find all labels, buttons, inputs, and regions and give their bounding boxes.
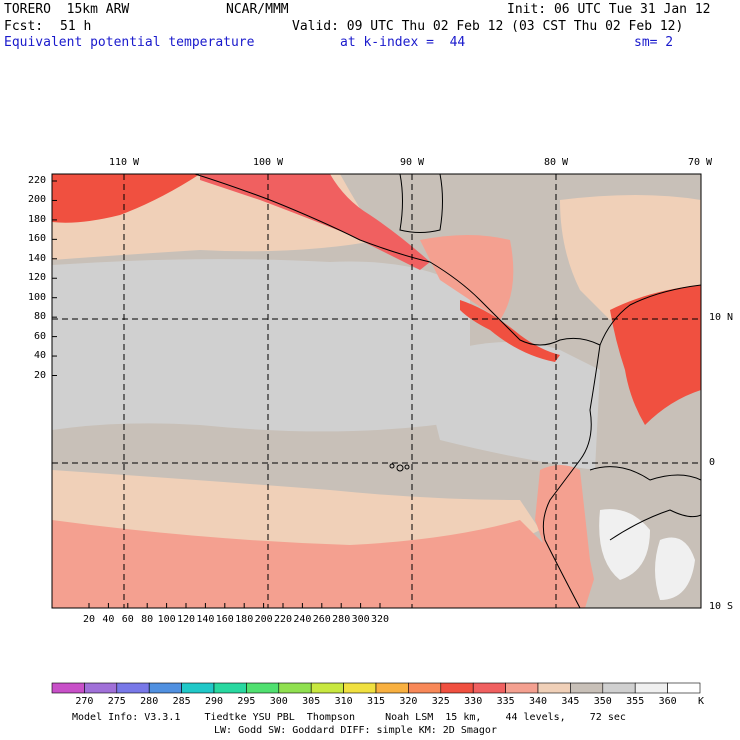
forecast-hour: 51 h [60, 19, 92, 34]
x-axis-label: 20 [82, 614, 96, 625]
colorbar-swatch [440, 682, 474, 694]
colorbar-swatch [310, 682, 344, 694]
y-axis-label: 160 [27, 233, 46, 245]
y-axis-label: 180 [27, 213, 46, 225]
colorbar-label: 330 [464, 696, 483, 707]
colorbar-label: 305 [302, 696, 321, 707]
x-axis-label: 240 [293, 614, 312, 625]
field-name: Equivalent potential temperature [4, 35, 255, 50]
x-axis-label: 140 [196, 614, 215, 625]
colorbar-swatch [505, 682, 539, 694]
y-axis-label: 80 [33, 311, 46, 323]
colorbar-swatch [472, 682, 506, 694]
colorbar-swatch [602, 682, 636, 694]
colorbar [51, 682, 701, 694]
y-axis-label: 40 [33, 350, 46, 362]
y-axis-label: 200 [27, 194, 46, 206]
x-axis-label: 40 [102, 614, 115, 625]
colorbar-label: 300 [269, 696, 288, 707]
model-title: TORERO 15km ARW [4, 2, 130, 17]
colorbar-label: 295 [237, 696, 256, 707]
colorbar-label: 285 [172, 696, 191, 707]
colorbar-label: 355 [626, 696, 645, 707]
colorbar-label: 320 [399, 696, 418, 707]
colorbar-swatch [148, 682, 182, 694]
x-axis-label: 180 [235, 614, 254, 625]
x-axis-label: 280 [332, 614, 351, 625]
organization-label: NCAR/MMM [226, 2, 289, 17]
x-axis-label: 160 [215, 614, 234, 625]
colorbar-label: 325 [431, 696, 450, 707]
y-axis-label: 60 [33, 330, 46, 342]
colorbar-label: 270 [75, 696, 94, 707]
longitude-label: 80 W [543, 157, 569, 168]
y-axis-label: 20 [33, 369, 46, 381]
colorbar-label: 275 [107, 696, 126, 707]
colorbar-swatch [634, 682, 668, 694]
x-axis-label: 200 [254, 614, 273, 625]
colorbar-swatch [213, 682, 247, 694]
colorbar-unit: K [698, 696, 705, 707]
x-axis-label: 320 [370, 614, 390, 625]
smoothing-info: sm= 2 [634, 35, 674, 50]
colorbar-swatch [116, 682, 150, 694]
colorbar-swatch [84, 682, 118, 694]
colorbar-label: 335 [496, 696, 515, 707]
colorbar-label: 360 [658, 696, 677, 707]
longitude-label: 100 W [252, 157, 284, 168]
theta-e-field [52, 174, 701, 608]
colorbar-swatch [246, 682, 280, 694]
longitude-label: 110 W [108, 157, 140, 168]
x-axis-label: 80 [141, 614, 154, 625]
colorbar-swatch [181, 682, 215, 694]
colorbar-swatch [375, 682, 409, 694]
latitude-label: 0 [709, 457, 716, 468]
x-axis-label: 60 [121, 614, 134, 625]
colorbar-swatch [667, 682, 701, 694]
colorbar-label: 350 [593, 696, 612, 707]
init-time: Init: 06 UTC Tue 31 Jan 12 [507, 2, 711, 17]
model-info: Model Info: V3.3.1 Tiedtke YSU PBL Thomp… [72, 712, 626, 723]
longitude-label: 70 W [687, 157, 713, 168]
colorbar-swatch [343, 682, 377, 694]
x-axis-label: 260 [312, 614, 331, 625]
x-axis-label: 220 [273, 614, 293, 625]
colorbar-label: 290 [204, 696, 224, 707]
colorbar-swatch [408, 682, 442, 694]
colorbar-label: 310 [334, 696, 353, 707]
colorbar-swatch [570, 682, 604, 694]
y-axis-label: 100 [27, 291, 46, 303]
colorbar-label: 280 [140, 696, 159, 707]
physics-info: LW: Godd SW: Goddard DIFF: simple KM: 2D… [214, 725, 497, 736]
colorbar-swatch [278, 682, 312, 694]
x-axis-label: 100 [157, 614, 176, 625]
latitude-label: 10 N [709, 312, 734, 323]
colorbar-label: 315 [366, 696, 386, 707]
colorbar-swatch [537, 682, 571, 694]
map-frame [51, 173, 702, 609]
longitude-label: 90 W [399, 157, 425, 168]
y-axis-label: 140 [27, 252, 46, 264]
colorbar-label: 345 [561, 696, 580, 707]
x-axis-label: 120 [176, 614, 196, 625]
forecast-label: Fcst: [4, 19, 44, 34]
level-info: at k-index = 44 [340, 35, 466, 50]
x-axis-label: 300 [351, 614, 370, 625]
colorbar-label: 340 [528, 696, 548, 707]
valid-time: Valid: 09 UTC Thu 02 Feb 12 (03 CST Thu … [292, 19, 684, 34]
y-axis-label: 220 [27, 175, 46, 186]
colorbar-swatch [51, 682, 85, 694]
latitude-label: 10 S [709, 601, 734, 612]
y-axis-label: 120 [27, 272, 46, 284]
